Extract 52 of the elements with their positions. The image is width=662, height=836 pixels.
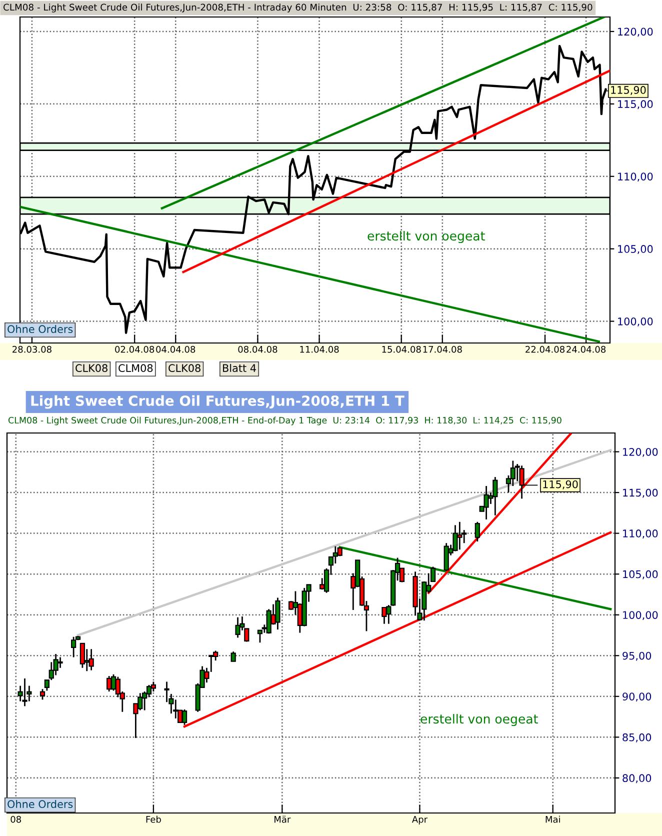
y-tick-label: 90,00: [622, 692, 652, 702]
y-tick-label: 110,00: [623, 530, 658, 538]
x-tick-label: 02.04.08: [115, 346, 154, 353]
x-tick-label: 28.03.08: [12, 346, 52, 353]
annotation: Ohne Orders: [8, 800, 73, 808]
candlestick: [80, 642, 85, 669]
x-tick-label: 08.04.08: [238, 346, 278, 353]
y-tick-label: 115,00: [618, 100, 653, 110]
candlestick: [71, 636, 76, 658]
x-tick-label: 11.04.08: [300, 346, 339, 353]
x-tick-label: Apr: [412, 816, 428, 825]
candlestick: [382, 606, 387, 625]
y-tick-label: 105,00: [623, 570, 658, 580]
y-tick-label: 110,00: [618, 172, 653, 182]
annotation: Ohne Orders: [8, 324, 73, 334]
annotation: erstellt von oegeat: [368, 230, 485, 244]
annotation: 115,90: [611, 86, 646, 95]
y-tick-label: 80,00: [622, 774, 652, 784]
text: CLM08: [118, 364, 153, 372]
x-tick-label: 08: [10, 816, 21, 823]
x-tick-label: 17.04.08: [423, 346, 462, 353]
annotation: erstellt von oegeat: [420, 714, 538, 726]
y-tick-label: 120,00: [618, 28, 653, 37]
text: CLK08: [168, 364, 200, 372]
y-tick-label: 85,00: [622, 733, 652, 742]
candlestick: [182, 708, 188, 726]
y-tick-label: 100,00: [618, 317, 653, 326]
chart-title: Light Sweet Crude Oil Futures,Jun-2008,ETH 1 T: [31, 395, 404, 409]
y-tick-label: 95,00: [622, 652, 652, 661]
x-tick-label: 24.04.08: [566, 346, 606, 353]
chart-title: CLM08 - Light Sweet Crude Oil Futures,Jun-2008,ETH - Intraday 60 Minuten U: 23:58 O: 115,87 H: 115,95 L: 115,87 C: 115,90: [4, 4, 592, 12]
x-tick-label: Mär: [274, 816, 291, 823]
candlestick: [58, 656, 63, 669]
candlestick: [88, 648, 94, 671]
x-tick-label: Feb: [146, 816, 161, 823]
y-tick-label: 100,00: [623, 611, 658, 620]
candlestick: [230, 650, 236, 662]
text: Blatt 4: [223, 364, 256, 372]
y-tick-label: 105,00: [618, 245, 653, 254]
candlestick: [324, 568, 330, 594]
y-tick-label: 115,00: [623, 488, 658, 498]
x-tick-label: Mai: [546, 816, 560, 823]
annotation: 115,90: [543, 480, 578, 490]
candlestick: [22, 678, 28, 707]
chart-subtitle: CLM08 - Light Sweet Crude Oil Futures,Jun-2008,ETH - End-of-Day 1 Tage U: 23:14 O: 117,93 H: 118,30 L: 114,25 C: 115,90: [8, 416, 562, 426]
y-tick-label: 120,00: [623, 448, 658, 457]
x-tick-label: 04.04.08: [156, 346, 196, 353]
candlestick: [474, 521, 480, 542]
x-tick-label: 22.04.08: [526, 346, 564, 353]
x-tick-label: 15.04.08: [382, 346, 421, 353]
text: CLK08: [76, 364, 108, 372]
candlestick: [40, 688, 46, 700]
